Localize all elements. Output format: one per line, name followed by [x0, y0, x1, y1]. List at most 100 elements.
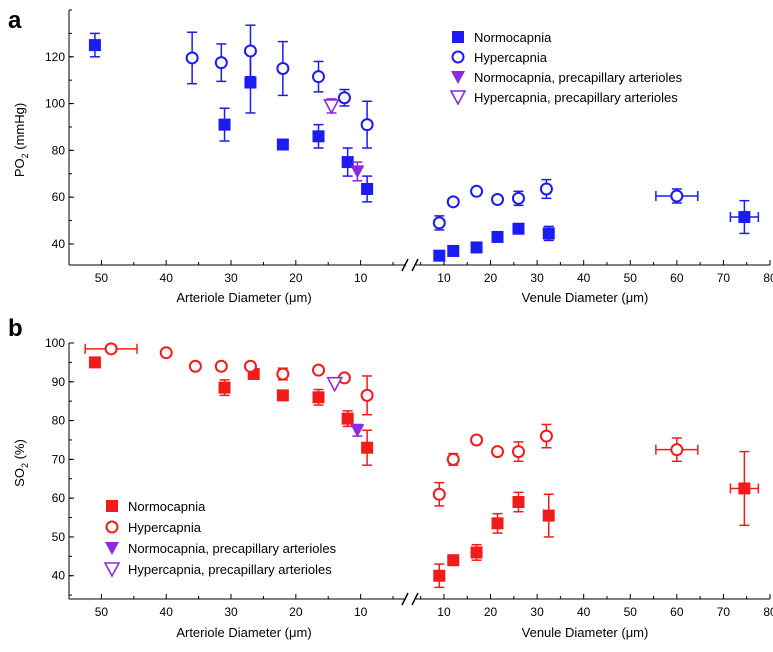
- data-point: [243, 359, 257, 373]
- venule-x-tick-label: 60: [670, 605, 684, 619]
- venule-x-tick-label: 80: [763, 605, 773, 619]
- y-tick-label: 60: [52, 491, 66, 505]
- y-tick-label: 100: [45, 336, 65, 350]
- data-point: [312, 130, 325, 143]
- legend-label: Normocapnia, precapillary arterioles: [474, 70, 683, 85]
- axis-break-mark: [411, 258, 419, 272]
- legend-marker: [451, 71, 465, 84]
- data-point: [323, 99, 340, 115]
- data-point: [511, 445, 525, 459]
- data-point: [539, 429, 553, 443]
- legend-label: Normocapnia, precapillary arterioles: [128, 541, 337, 556]
- arteriole-x-tick-label: 40: [160, 271, 174, 285]
- panel-b-so2-chart: b SO2 (%) Arteriole Diameter (μm) Venule…: [8, 315, 773, 640]
- data-point: [738, 211, 751, 224]
- data-point: [432, 216, 446, 230]
- data-point: [512, 222, 525, 235]
- data-point: [361, 441, 374, 454]
- data-point: [276, 138, 289, 151]
- panel-a-letter: a: [8, 7, 22, 34]
- series-open-triangle-down: [326, 376, 344, 393]
- axis-break-mark: [401, 592, 409, 606]
- data-point: [738, 482, 751, 495]
- arteriole-x-tick-label: 10: [354, 605, 368, 619]
- y-tick-label: 120: [45, 50, 65, 64]
- data-point: [312, 70, 326, 84]
- venule-x-tick-label: 40: [577, 605, 591, 619]
- data-point: [447, 554, 460, 567]
- data-point: [470, 184, 484, 198]
- panel-a-arteriole-axis-label: Arteriole Diameter (μm): [176, 290, 311, 305]
- series-filled-triangle-down: [350, 161, 365, 182]
- data-point: [88, 39, 101, 52]
- data-point: [433, 249, 446, 262]
- axis-break-mark: [411, 592, 419, 606]
- data-point: [326, 376, 344, 393]
- data-point: [350, 165, 365, 179]
- venule-x-tick-label: 40: [577, 271, 591, 285]
- venule-x-tick-label: 70: [717, 605, 731, 619]
- data-point: [218, 381, 231, 394]
- arteriole-x-tick-label: 30: [224, 605, 238, 619]
- data-point: [312, 391, 325, 404]
- y-tick-label: 70: [52, 452, 66, 466]
- arteriole-x-tick-label: 20: [289, 271, 303, 285]
- venule-x-tick-label: 10: [437, 271, 451, 285]
- venule-x-tick-label: 70: [717, 271, 731, 285]
- data-point: [542, 227, 555, 240]
- axis-break-mark: [401, 258, 409, 272]
- data-point: [276, 389, 289, 402]
- venule-x-tick-label: 50: [624, 271, 638, 285]
- legend-label: Hypercapnia, precapillary arterioles: [128, 562, 332, 577]
- series-open-circle: [84, 342, 699, 507]
- legend-marker: [105, 542, 119, 555]
- legend-label: Normocapnia: [128, 499, 206, 514]
- data-point: [512, 496, 525, 509]
- data-point: [214, 56, 228, 70]
- data-point: [511, 191, 525, 205]
- data-point: [337, 91, 351, 105]
- data-point: [350, 424, 365, 438]
- data-point: [185, 51, 199, 65]
- venule-x-tick-label: 60: [670, 271, 684, 285]
- venule-x-tick-label: 50: [624, 605, 638, 619]
- series-filled-square: [88, 356, 760, 589]
- panel-a-y-axis-label: PO2 (mmHg): [12, 103, 30, 177]
- data-point: [470, 241, 483, 254]
- data-point: [276, 61, 290, 75]
- data-point: [433, 569, 446, 582]
- data-point: [360, 118, 374, 132]
- y-tick-label: 60: [52, 190, 66, 204]
- data-point: [243, 44, 257, 58]
- series-filled-square: [88, 32, 760, 262]
- data-point: [491, 230, 504, 243]
- data-point: [670, 189, 684, 203]
- data-point: [542, 509, 555, 522]
- legend-marker: [105, 520, 119, 534]
- data-point: [447, 244, 460, 257]
- data-point: [361, 182, 374, 195]
- data-point: [312, 363, 326, 377]
- data-point: [432, 487, 446, 501]
- legend-label: Hypercapnia: [128, 520, 202, 535]
- venule-x-tick-label: 30: [530, 271, 544, 285]
- data-point: [218, 118, 231, 131]
- data-point: [88, 356, 101, 369]
- data-point: [341, 156, 354, 169]
- y-tick-label: 80: [52, 414, 66, 428]
- legend: Normocapnia Hypercapnia Normocapnia, preca…: [103, 499, 337, 578]
- data-point: [539, 182, 553, 196]
- legend: Normocapnia Hypercapnia Normocapnia, preca…: [449, 30, 683, 106]
- legend-marker: [452, 31, 464, 43]
- data-point: [276, 367, 290, 381]
- legend-marker: [451, 50, 465, 64]
- arteriole-x-tick-label: 50: [95, 605, 109, 619]
- venule-x-tick-label: 80: [763, 271, 773, 285]
- venule-x-tick-label: 10: [437, 605, 451, 619]
- y-tick-label: 100: [45, 97, 65, 111]
- arteriole-x-tick-label: 20: [289, 605, 303, 619]
- y-tick-label: 80: [52, 143, 66, 157]
- data-point: [470, 433, 484, 447]
- series-open-circle: [185, 24, 699, 231]
